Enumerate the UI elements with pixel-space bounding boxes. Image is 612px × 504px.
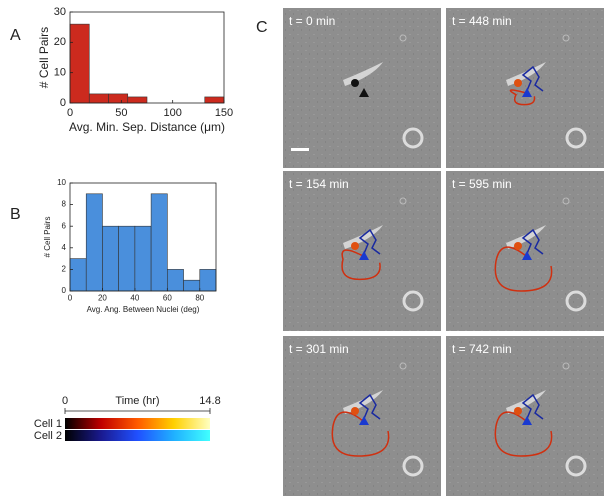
nucleus-cell2 bbox=[522, 88, 532, 97]
x-tick-label: 0 bbox=[68, 293, 73, 302]
x-tick-label: 40 bbox=[130, 293, 139, 302]
bar bbox=[204, 96, 225, 104]
colorbar-row bbox=[65, 430, 210, 441]
bar bbox=[127, 96, 148, 104]
nucleus-cell1 bbox=[514, 242, 522, 250]
axes-frame bbox=[69, 11, 225, 104]
debris bbox=[402, 127, 424, 149]
bar bbox=[108, 93, 129, 104]
x-axis-label: Avg. Ang. Between Nuclei (deg) bbox=[87, 305, 200, 314]
microscopy-frame bbox=[446, 8, 604, 168]
y-tick-label: 0 bbox=[60, 97, 66, 109]
x-tick-label: 0 bbox=[67, 107, 73, 119]
bar bbox=[134, 225, 152, 292]
debris bbox=[399, 197, 407, 205]
debris bbox=[562, 362, 570, 370]
y-tick-label: 4 bbox=[62, 243, 67, 252]
y-tick-label: 2 bbox=[62, 265, 67, 274]
y-axis-label: # Cell Pairs bbox=[43, 217, 52, 258]
nucleus-cell1 bbox=[351, 242, 359, 250]
microscopy-frame bbox=[283, 8, 441, 168]
bar bbox=[88, 93, 109, 104]
y-tick-label: 0 bbox=[62, 286, 67, 295]
x-tick-label: 20 bbox=[98, 293, 107, 302]
y-tick-label: 10 bbox=[57, 178, 66, 187]
microscopy-frame bbox=[446, 171, 604, 331]
x-tick-label: 150 bbox=[215, 107, 233, 119]
bar bbox=[150, 193, 168, 292]
nucleus-cell2 bbox=[359, 251, 369, 260]
bar bbox=[69, 23, 90, 104]
colorbar-row-label: Cell 1 bbox=[34, 418, 62, 430]
debris bbox=[402, 290, 424, 312]
debris bbox=[565, 127, 587, 149]
bar bbox=[183, 279, 201, 292]
nucleus-cell1 bbox=[514, 407, 522, 415]
nucleus-cell1 bbox=[351, 79, 359, 87]
y-tick-label: 6 bbox=[62, 221, 67, 230]
track-cell1 bbox=[341, 249, 381, 281]
track-cell1 bbox=[331, 411, 390, 457]
debris bbox=[565, 290, 587, 312]
y-tick-label: 8 bbox=[62, 200, 67, 209]
axes-frame bbox=[69, 182, 217, 292]
y-axis-label: # Cell Pairs bbox=[37, 27, 51, 88]
y-tick-label: 20 bbox=[54, 36, 66, 48]
frame-time: t = 742 min bbox=[452, 342, 512, 356]
x-tick-label: 60 bbox=[163, 293, 172, 302]
debris bbox=[562, 34, 570, 42]
x-tick-label: 80 bbox=[195, 293, 204, 302]
nucleus-cell2 bbox=[522, 251, 532, 260]
debris bbox=[562, 197, 570, 205]
bar bbox=[118, 225, 136, 292]
debris bbox=[399, 362, 407, 370]
track-cell1 bbox=[509, 89, 536, 106]
debris bbox=[399, 34, 407, 42]
x-tick-label: 50 bbox=[115, 107, 127, 119]
bar bbox=[199, 269, 217, 292]
nucleus-cell2 bbox=[522, 416, 532, 425]
track-cell2 bbox=[358, 228, 381, 257]
track-cell2 bbox=[358, 393, 381, 422]
track-cell2 bbox=[521, 228, 544, 257]
debris bbox=[565, 455, 587, 477]
colorbar-tick-label: 0 bbox=[62, 395, 68, 407]
frame-time: t = 595 min bbox=[452, 177, 512, 191]
bar bbox=[167, 269, 184, 292]
microscopy-frame bbox=[283, 336, 441, 496]
x-tick-label: 100 bbox=[163, 107, 181, 119]
track-cell2 bbox=[521, 65, 544, 94]
frame-time: t = 301 min bbox=[289, 342, 349, 356]
frame-time: t = 0 min bbox=[289, 14, 335, 28]
panel-label: A bbox=[10, 27, 21, 44]
nucleus-cell1 bbox=[514, 79, 522, 87]
bar bbox=[85, 193, 103, 292]
y-tick-label: 30 bbox=[54, 6, 66, 18]
debris bbox=[402, 455, 424, 477]
frame-time: t = 154 min bbox=[289, 177, 349, 191]
microscopy-frame bbox=[446, 336, 604, 496]
y-tick-label: 10 bbox=[54, 67, 66, 79]
colorbar-row bbox=[65, 418, 210, 429]
colorbar-label: Time (hr) bbox=[115, 395, 159, 407]
nucleus-cell1 bbox=[351, 407, 359, 415]
track-cell1 bbox=[494, 411, 553, 457]
scale-bar bbox=[291, 148, 309, 151]
colorbar-tick-label: 14.8 bbox=[199, 395, 220, 407]
microscopy-frame bbox=[283, 171, 441, 331]
nucleus-cell2 bbox=[359, 88, 369, 97]
track-cell2 bbox=[521, 393, 544, 422]
x-axis-label: Avg. Min. Sep. Distance (μm) bbox=[69, 120, 225, 134]
bar bbox=[102, 225, 119, 292]
frame-time: t = 448 min bbox=[452, 14, 512, 28]
panel-label: B bbox=[10, 206, 21, 223]
track-cell1 bbox=[494, 246, 553, 292]
colorbar-row-label: Cell 2 bbox=[34, 430, 62, 442]
panel-label: C bbox=[256, 19, 268, 36]
nucleus-cell2 bbox=[359, 416, 369, 425]
bar bbox=[69, 258, 87, 292]
